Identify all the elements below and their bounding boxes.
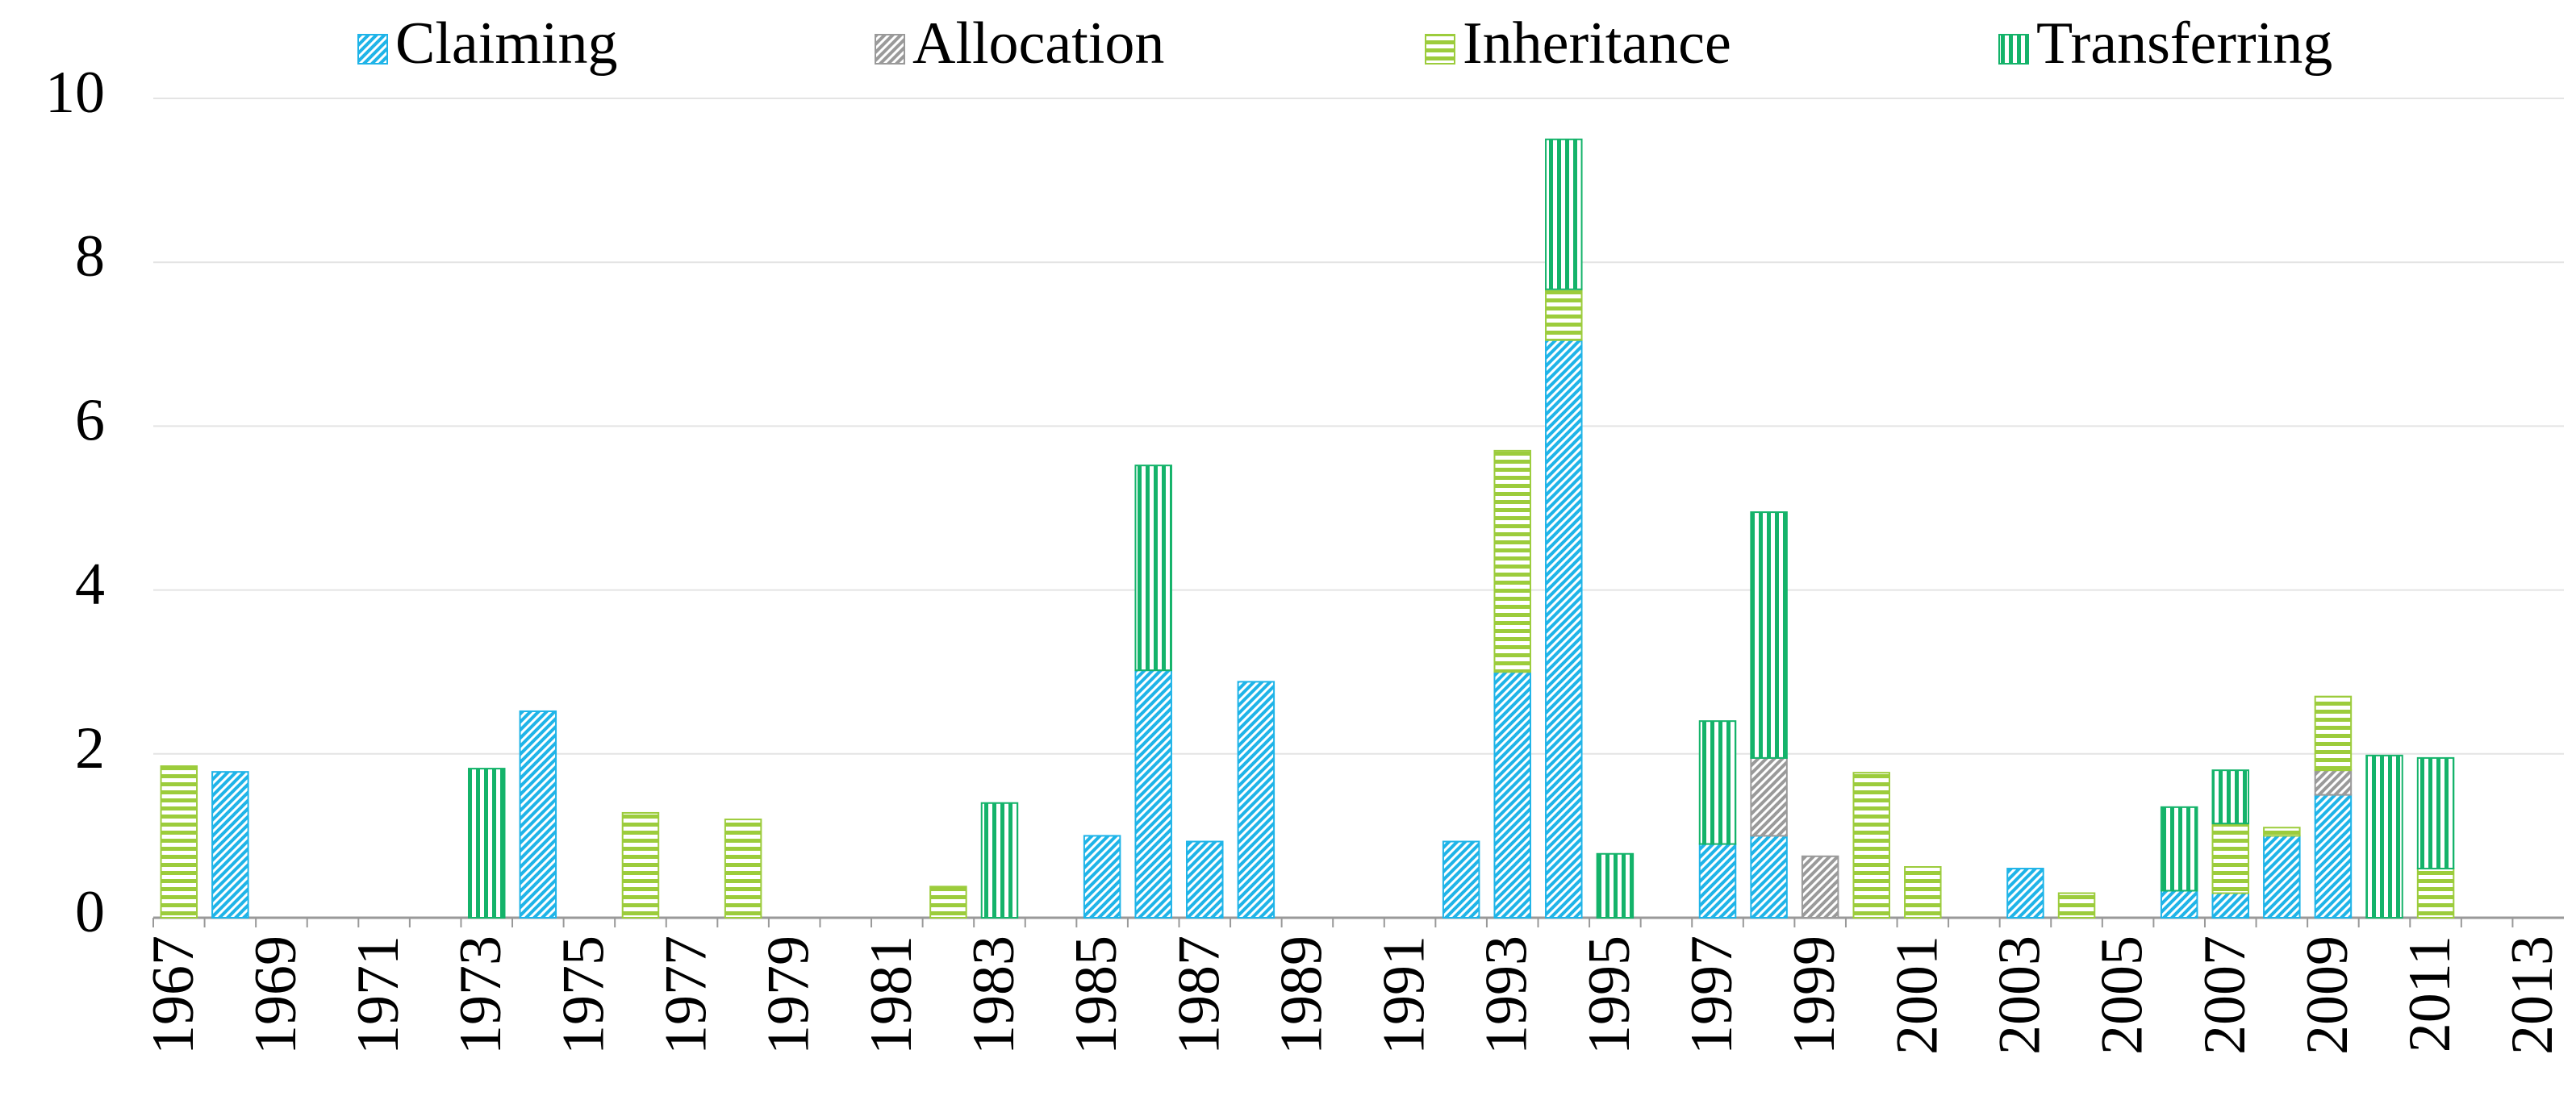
bar-segment	[1493, 671, 1531, 919]
bar-segment	[2416, 868, 2455, 919]
bar-segment	[2160, 890, 2198, 919]
bar-segment	[1750, 835, 1788, 919]
bar-segment	[1186, 840, 1224, 919]
legend-label: Claiming	[395, 10, 617, 77]
x-tick-label: 1975	[550, 935, 616, 1055]
bar-segment	[2314, 769, 2353, 796]
y-tick-label: 6	[75, 387, 105, 453]
x-tick-label: 2011	[2397, 935, 2463, 1052]
bar-segment	[1904, 866, 1942, 919]
x-tick-label: 2005	[2090, 935, 2156, 1055]
x-tick-label: 1979	[756, 935, 822, 1055]
legend-label: Allocation	[912, 10, 1164, 77]
legend-swatch	[875, 34, 905, 65]
bar-segment	[2314, 695, 2353, 772]
y-tick-label: 0	[75, 879, 105, 945]
bar-segment	[1083, 835, 1121, 919]
bar-segment	[2263, 827, 2301, 837]
bar-segment	[1698, 720, 1737, 845]
bar-segment	[1545, 138, 1583, 290]
y-tick-label: 2	[75, 715, 105, 781]
bar-segment	[1442, 840, 1480, 919]
bar-segment	[2416, 756, 2455, 870]
x-tick-label: 1989	[1268, 935, 1334, 1055]
bar-segment	[1134, 669, 1172, 919]
legend-label: Inheritance	[1463, 10, 1731, 77]
bar-segment	[1750, 756, 1788, 837]
bar-segment	[2211, 892, 2250, 919]
x-tick-label: 1981	[858, 935, 925, 1055]
x-tick-label: 1999	[1781, 935, 1847, 1055]
bar-segment	[621, 811, 660, 919]
bar-segment	[519, 710, 557, 919]
bar-segment	[1493, 449, 1531, 673]
x-tick-label: 1997	[1679, 935, 1745, 1055]
y-tick-label: 8	[75, 223, 105, 290]
bar-segment	[1750, 511, 1788, 759]
x-tick-label: 1967	[140, 935, 207, 1055]
bar-segment	[2365, 754, 2403, 919]
x-tick-label: 2007	[2192, 935, 2258, 1055]
bar-segment	[1852, 772, 1890, 919]
legend-swatch	[357, 34, 388, 65]
x-tick-label: 1971	[345, 935, 411, 1055]
x-tick-label: 1969	[243, 935, 309, 1055]
bar-segment	[1545, 288, 1583, 341]
x-tick-label: 1977	[653, 935, 720, 1055]
x-tick-label: 1973	[448, 935, 514, 1055]
x-tick-label: 2001	[1884, 935, 1950, 1055]
bar-segment	[2006, 868, 2044, 919]
bar-segment	[2211, 823, 2250, 894]
x-tick-label: 2003	[1986, 935, 2052, 1055]
y-tick-label: 10	[45, 60, 105, 126]
bar-segment	[980, 802, 1019, 919]
bar-segment	[2314, 794, 2353, 919]
y-tick-label: 4	[75, 552, 105, 618]
x-tick-label: 1993	[1474, 935, 1540, 1055]
x-tick-label: 1983	[961, 935, 1027, 1055]
bar-segment	[1596, 852, 1635, 919]
bar-segment	[1545, 339, 1583, 919]
bar-segment	[1134, 465, 1172, 672]
x-tick-label: 1995	[1576, 935, 1643, 1055]
legend-swatch	[1998, 34, 2029, 65]
x-tick-label: 1991	[1372, 935, 1438, 1055]
bar-segment	[929, 885, 967, 919]
bar-segment	[1237, 681, 1275, 919]
bar-segment	[724, 819, 762, 919]
x-tick-label: 1985	[1063, 935, 1129, 1055]
bar-segment	[211, 771, 249, 919]
bar-segment	[2211, 769, 2250, 825]
bar-segment	[1801, 855, 1839, 919]
bar-segment	[2057, 892, 2096, 919]
x-tick-label: 2009	[2294, 935, 2361, 1055]
bar-segment	[2263, 835, 2301, 919]
bar-segment	[1698, 843, 1737, 919]
bar-segment	[2160, 806, 2198, 892]
bar-segment	[467, 768, 506, 919]
legend-swatch	[1425, 34, 1455, 65]
bar-segment	[160, 765, 198, 919]
x-tick-label: 2013	[2499, 935, 2566, 1055]
legend-label: Transferring	[2036, 10, 2332, 77]
x-tick-label: 1987	[1166, 935, 1232, 1055]
